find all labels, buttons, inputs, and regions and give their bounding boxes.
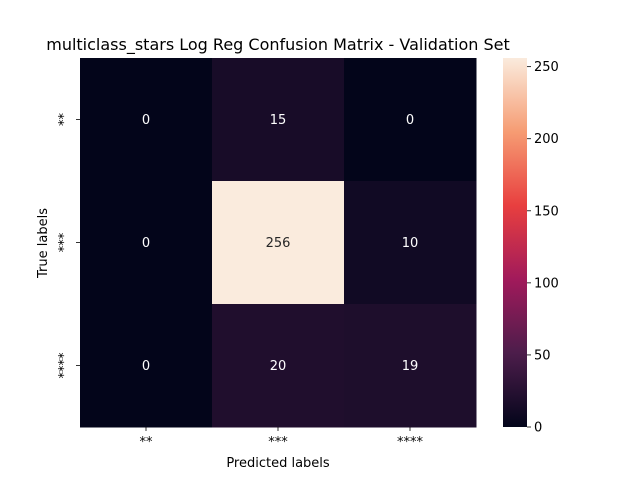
x-tick-label: ** xyxy=(140,435,154,450)
cell-value-label: 0 xyxy=(406,113,414,128)
heatmap-cell xyxy=(344,181,477,305)
y-tick-label: ** xyxy=(57,113,72,127)
y-tick-label: **** xyxy=(57,352,72,379)
heatmap-cell xyxy=(344,58,477,182)
x-tick-label: **** xyxy=(397,435,424,450)
colorbar-tick-label: 200 xyxy=(534,132,559,147)
heatmap-cell xyxy=(212,304,345,428)
colorbar-ticks: 0 50 100 150 200 250 xyxy=(527,60,559,436)
y-tick-label: *** xyxy=(57,232,72,252)
cell-value-label: 256 xyxy=(266,236,291,251)
heatmap-cells xyxy=(80,58,477,428)
heatmap-cell xyxy=(80,304,213,428)
colorbar-tick-label: 50 xyxy=(534,348,551,363)
colorbar xyxy=(503,58,527,427)
cell-value-label: 19 xyxy=(402,359,419,374)
heatmap-cell xyxy=(344,304,477,428)
cell-value-label: 0 xyxy=(142,359,150,374)
heatmap-cell xyxy=(212,58,345,182)
heatmap-cell xyxy=(80,181,213,305)
colorbar-tick-label: 150 xyxy=(534,204,559,219)
y-axis-ticks: ********* xyxy=(57,113,80,379)
colorbar-tick-label: 100 xyxy=(534,276,559,291)
x-axis-ticks: ** *** **** xyxy=(140,427,424,450)
x-tick-label: *** xyxy=(268,435,288,450)
chart-title: multiclass_stars Log Reg Confusion Matri… xyxy=(46,35,510,55)
y-axis-label: True labels xyxy=(36,208,51,279)
cell-value-label: 0 xyxy=(142,113,150,128)
cell-value-label: 20 xyxy=(270,359,287,374)
x-axis-label: Predicted labels xyxy=(226,456,330,471)
colorbar-tick-label: 250 xyxy=(534,60,559,75)
cell-value-label: 0 xyxy=(142,236,150,251)
cell-value-label: 15 xyxy=(270,113,287,128)
colorbar-tick-label: 0 xyxy=(534,421,542,436)
heatmap-annotations: 0 15 0 0 256 10 0 20 19 xyxy=(142,113,418,374)
cell-value-label: 10 xyxy=(402,236,419,251)
heatmap-cell xyxy=(212,181,345,305)
heatmap-cell xyxy=(80,58,213,182)
